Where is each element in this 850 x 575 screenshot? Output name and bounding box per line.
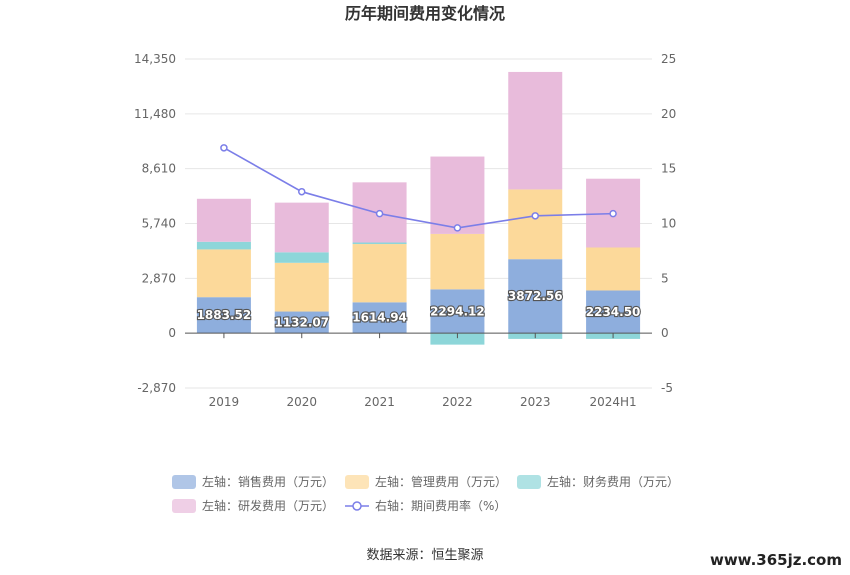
left-tick-label: 11,480 [134,107,176,121]
legend-label: 左轴：销售费用（万元） [202,474,334,489]
right-tick-label: 15 [661,162,676,176]
legend-label: 左轴：管理费用（万元） [375,474,507,489]
right-axis-ticks: -5 0 5 10 15 20 25 [661,52,676,395]
bar-segment-s0 [196,297,251,334]
x-tick-label: 2023 [520,395,551,409]
legend-swatch [517,475,541,489]
legend-item: 左轴：销售费用（万元） [172,474,334,489]
right-tick-label: -5 [661,381,673,395]
legend-item: 右轴：期间费用率（%） [345,498,506,513]
rate-line-path [223,147,614,229]
bar-segment-s1 [430,233,485,290]
left-tick-label: -2,870 [137,381,176,395]
bar-segment-s1 [508,189,563,260]
x-tick-label: 2024H1 [589,395,636,409]
legend-label: 左轴：财务费用（万元） [547,474,679,489]
bar-segment-s2 [430,333,485,345]
bar-segment-s1 [352,244,407,303]
x-tick-label: 2020 [286,395,317,409]
right-tick-label: 0 [661,326,669,340]
bar-segment-s2 [274,252,329,263]
right-tick-label: 5 [661,271,669,285]
watermark: www.365jz.com [710,551,842,569]
left-tick-label: 2,870 [142,271,176,285]
legend-item: 左轴：管理费用（万元） [345,474,507,489]
bar-segment-s0 [274,311,329,334]
bar-labels: 1883.52 1132.07 1614.94 2294.12 3872.56 2234.… [195,288,641,330]
chart-title: 历年期间费用变化情况 [345,4,505,23]
data-source: 数据来源：恒生聚源 [366,548,483,563]
left-tick-label: 8,610 [142,162,176,176]
legend: 左轴：销售费用（万元） 左轴：管理费用（万元） 左轴：财务费用（万元） 左轴：研发费用… [172,474,679,513]
bar-segment-s0 [352,302,407,334]
bar-segment-s0 [430,289,485,334]
left-tick-label: 5,740 [142,217,176,231]
bar-segment-s1 [196,249,251,298]
rate-point [453,224,462,232]
legend-label: 左轴：研发费用（万元） [202,498,334,513]
x-axis-ticks: 2019 2020 2021 2022 2023 2024H1 [209,395,637,409]
bar-segment-s3 [430,156,485,234]
legend-swatch [345,475,369,489]
zero-axis [185,332,652,339]
rate-line [220,144,617,232]
bar-segment-s1 [586,247,641,291]
rate-point [375,209,384,218]
bar-value-label: 1883.52 [197,308,252,322]
right-tick-label: 20 [661,107,676,121]
bars [196,71,641,345]
legend-swatch [172,475,196,489]
bar-value-label: 1614.94 [352,311,407,325]
bar-value-label: 1132.07 [274,315,329,329]
legend-item: 左轴：研发费用（万元） [172,498,334,513]
bar-value-label: 2294.12 [430,304,485,318]
legend-swatch [172,499,196,513]
bar-segment-s3 [274,202,329,253]
left-tick-label: 14,350 [134,52,176,66]
rate-point [609,209,617,218]
right-tick-label: 25 [661,52,676,66]
x-tick-label: 2022 [442,395,473,409]
legend-item: 左轴：财务费用（万元） [517,474,679,489]
legend-label: 右轴：期间费用率（%） [375,498,506,513]
bar-segment-s1 [274,262,329,312]
rate-point [220,144,228,152]
legend-marker [352,501,362,511]
rate-point [298,187,306,196]
bar-segment-s0 [586,290,641,334]
bar-segment-s3 [196,198,251,242]
bar-segment-s0 [508,259,563,334]
bar-segment-s3 [508,71,563,190]
bar-segment-s2 [352,242,407,245]
x-tick-label: 2021 [364,395,395,409]
bar-segment-s2 [196,241,251,250]
x-tick-label: 2019 [209,395,240,409]
bar-value-label: 2234.50 [586,305,641,319]
bar-value-label: 3872.56 [508,289,563,303]
left-axis-ticks: -2,870 0 2,870 5,740 8,610 11,480 14,350 [134,52,176,395]
gridlines [185,58,652,389]
left-tick-label: 0 [168,326,176,340]
rate-point [531,212,539,220]
right-tick-label: 10 [661,217,676,231]
